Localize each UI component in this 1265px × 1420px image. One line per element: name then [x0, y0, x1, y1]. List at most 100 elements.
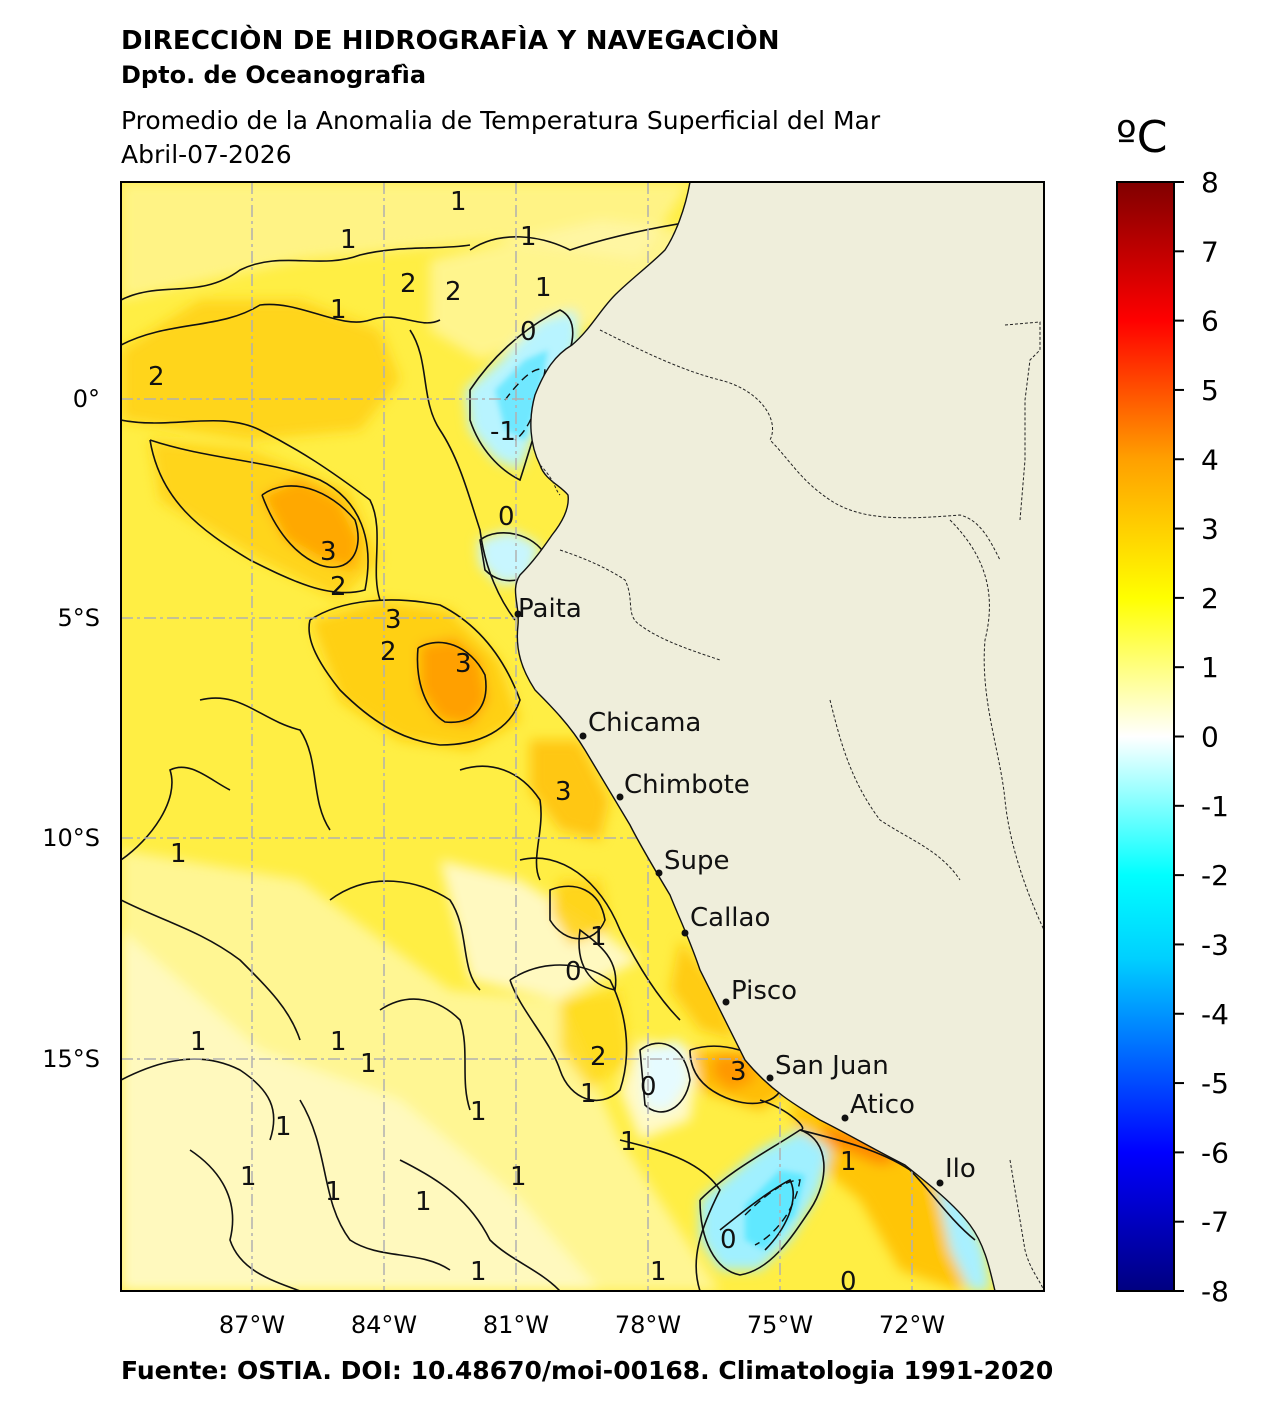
port-label: Chicama	[588, 708, 701, 738]
contour-label: 2	[400, 269, 417, 299]
map-title: Promedio de la Anomalia de Temperatura S…	[121, 106, 881, 135]
contour-label: 1	[450, 187, 467, 217]
contour-label: 3	[320, 537, 337, 567]
contour-label: 2	[148, 362, 165, 392]
anomaly-field	[121, 182, 990, 1291]
contour-label: 1	[330, 1027, 347, 1057]
contour-label: 0	[498, 502, 515, 532]
colorbar: 8 7 6 5 4 3 2 1 0 -1 -2 -3 -4 -5 -6 -7 -8	[1116, 166, 1229, 1308]
port-label: Chimbote	[624, 770, 750, 800]
contour-label: 1	[520, 222, 537, 252]
contour-label: 1	[535, 273, 552, 303]
lat-label: 5°S	[57, 604, 100, 632]
colorbar-tick-label: 8	[1201, 166, 1219, 199]
port-pisco[interactable]: Pisco	[722, 976, 798, 1006]
colorbar-tick-label: -6	[1201, 1136, 1229, 1169]
colorbar-tick-label: -1	[1201, 790, 1229, 823]
contour-label: 2	[380, 637, 397, 667]
colorbar-gradient	[1116, 181, 1175, 1292]
colorbar-tick-label: -5	[1201, 1067, 1229, 1100]
colorbar-tick-label: -8	[1201, 1275, 1229, 1308]
contour-label: 0	[840, 1267, 857, 1297]
contour-label: 1	[190, 1027, 207, 1057]
department-title: Dpto. de Oceanografìa	[121, 61, 427, 89]
port-supe[interactable]: Supe	[655, 846, 730, 877]
colorbar-tick-label: 3	[1201, 513, 1219, 546]
lon-label: 81°W	[483, 1311, 549, 1339]
colorbar-tick-label: -3	[1201, 928, 1229, 961]
port-san-juan[interactable]: San Juan	[766, 1051, 889, 1082]
colorbar-tick-label: 2	[1201, 582, 1219, 615]
port-label: Atico	[850, 1090, 915, 1120]
lon-label: 72°W	[879, 1311, 945, 1339]
map-frame	[120, 181, 1045, 1292]
contour-label: 1	[415, 1187, 432, 1217]
colorbar-tick-label: -2	[1201, 859, 1229, 892]
source-footer: Fuente: OSTIA. DOI: 10.48670/moi-00168. …	[121, 1356, 1054, 1385]
port-label: Supe	[664, 846, 729, 876]
contour-lines	[121, 221, 976, 1291]
contour-label: 1	[470, 1097, 487, 1127]
contour-label: 1	[470, 1257, 487, 1287]
contour-label: 0	[720, 1225, 737, 1255]
port-label: Pisco	[731, 976, 797, 1006]
contour-label: 0	[640, 1072, 657, 1102]
contour-label: 1	[170, 839, 187, 869]
contour-labels: 1 1 2 2 1 1 1 2 0 -1 0 3 2 3 2 3 3 1 1 0…	[148, 187, 857, 1297]
contour-label: 2	[590, 1042, 607, 1072]
axis-labels: 87°W 84°W 81°W 78°W 75°W 72°W 0° 5°S 10°…	[42, 385, 945, 1339]
contour-label: 2	[330, 572, 347, 602]
contour-label: 1	[330, 295, 347, 325]
colorbar-tick-label: 4	[1201, 443, 1219, 476]
map-area: 1 1 2 2 1 1 1 2 0 -1 0 3 2 3 2 3 3 1 1 0…	[121, 182, 1044, 1297]
contour-label: 0	[565, 957, 582, 987]
land	[514, 182, 1044, 1291]
lat-label: 0°	[73, 385, 100, 413]
contour-label: 1	[840, 1147, 857, 1177]
contour-label: 1	[650, 1257, 667, 1287]
port-chimbote[interactable]: Chimbote	[616, 770, 750, 801]
contour-label: 1	[275, 1112, 292, 1142]
lat-label: 15°S	[42, 1045, 100, 1073]
port-label: Callao	[690, 903, 770, 933]
port-ilo[interactable]: Ilo	[936, 1154, 976, 1187]
contour-label: 0	[520, 317, 537, 347]
colorbar-tick-label: 1	[1201, 651, 1219, 684]
colorbar-tick-label: 0	[1201, 721, 1219, 754]
contour-label: 1	[325, 1177, 342, 1207]
port-paita[interactable]: Paita	[514, 594, 582, 624]
contour-label: 2	[445, 277, 462, 307]
contour-label: 1	[340, 225, 357, 255]
colorbar-unit: ºC	[1116, 112, 1168, 163]
lon-label: 75°W	[747, 1311, 813, 1339]
contour-label: 1	[590, 922, 607, 952]
lon-label: 87°W	[219, 1311, 285, 1339]
colorbar-ticks: 8 7 6 5 4 3 2 1 0 -1 -2 -3 -4 -5 -6 -7 -8	[1174, 166, 1229, 1308]
port-label: Paita	[518, 594, 582, 624]
contour-label: 3	[385, 605, 402, 635]
contour-label: 1	[580, 1079, 597, 1109]
port-label: San Juan	[775, 1051, 889, 1081]
lon-label: 78°W	[615, 1311, 681, 1339]
contour-label: 1	[360, 1049, 377, 1079]
colorbar-tick-label: 6	[1201, 305, 1219, 338]
ports: Paita Chicama Chimbote Supe Callao Pisco	[514, 594, 976, 1187]
port-atico[interactable]: Atico	[841, 1090, 915, 1122]
contour-label: 1	[510, 1162, 527, 1192]
colorbar-tick-label: 7	[1201, 235, 1219, 268]
contour-label: 1	[240, 1162, 257, 1192]
contour-label: 3	[555, 777, 572, 807]
contour-label: 3	[455, 649, 472, 679]
organization-title: DIRECCIÒN DE HIDROGRAFÌA Y NAVEGACIÒN	[121, 26, 780, 56]
contour-label: 1	[620, 1127, 637, 1157]
colorbar-tick-label: -4	[1201, 998, 1229, 1031]
port-label: Ilo	[945, 1154, 976, 1184]
port-callao[interactable]: Callao	[681, 903, 771, 937]
country-borders	[539, 321, 1044, 1291]
port-chicama[interactable]: Chicama	[579, 708, 702, 740]
lon-label: 84°W	[351, 1311, 417, 1339]
map-date: Abril-07-2026	[121, 140, 292, 169]
contour-label: 3	[730, 1057, 747, 1087]
lat-label: 10°S	[42, 824, 100, 852]
